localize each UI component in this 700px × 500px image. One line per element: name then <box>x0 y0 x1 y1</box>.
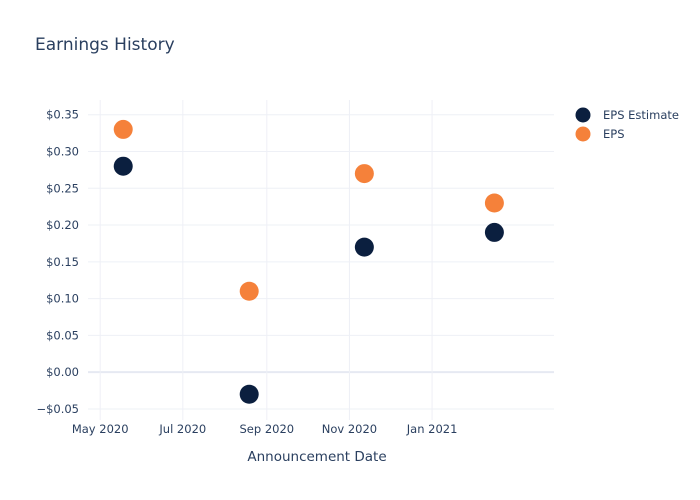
legend-item-eps[interactable]: EPS <box>575 126 625 142</box>
legend: EPS Estimate EPS <box>575 107 679 142</box>
legend-marker <box>575 126 591 142</box>
y-tick-label: $0.35 <box>46 108 79 122</box>
grid <box>88 100 554 420</box>
series-eps <box>113 119 504 301</box>
x-tick-label: May 2020 <box>72 422 129 436</box>
x-tick-label: Jan 2021 <box>406 422 458 436</box>
eps-point[interactable] <box>239 281 259 301</box>
y-tick-label: $0.25 <box>46 181 79 195</box>
eps-estimate-point[interactable] <box>113 156 133 176</box>
y-tick-label: $0.30 <box>46 144 79 158</box>
chart-title: Earnings History <box>35 35 175 55</box>
eps-point[interactable] <box>354 164 374 184</box>
eps-point[interactable] <box>484 193 504 213</box>
eps-point[interactable] <box>113 119 133 139</box>
x-axis-title: Announcement Date <box>247 449 386 465</box>
y-tick-label: $0.10 <box>46 292 79 306</box>
legend-item-eps-estimate[interactable]: EPS Estimate <box>575 107 679 123</box>
x-tick-label: Sep 2020 <box>240 422 295 436</box>
x-tick-label: Jul 2020 <box>158 422 206 436</box>
series-eps-estimate <box>113 156 504 404</box>
y-tick-label: $0.00 <box>46 365 79 379</box>
y-tick-label: $0.05 <box>46 328 79 342</box>
eps-estimate-point[interactable] <box>239 384 259 404</box>
data-points <box>113 119 504 404</box>
x-axis-ticks: May 2020 Jul 2020 Sep 2020 Nov 2020 Jan 2021 <box>72 422 458 436</box>
eps-estimate-point[interactable] <box>354 237 374 257</box>
y-tick-label: $0.20 <box>46 218 79 232</box>
x-tick-label: Nov 2020 <box>322 422 377 436</box>
legend-label: EPS Estimate <box>603 108 679 122</box>
legend-label: EPS <box>603 127 625 141</box>
legend-marker <box>575 107 591 123</box>
y-tick-label: $0.15 <box>46 255 79 269</box>
y-tick-label: −$0.05 <box>36 402 79 416</box>
eps-estimate-point[interactable] <box>484 222 504 242</box>
y-axis-ticks: $0.35 $0.30 $0.25 $0.20 $0.15 $0.10 $0.05 $0.00… <box>36 108 79 416</box>
